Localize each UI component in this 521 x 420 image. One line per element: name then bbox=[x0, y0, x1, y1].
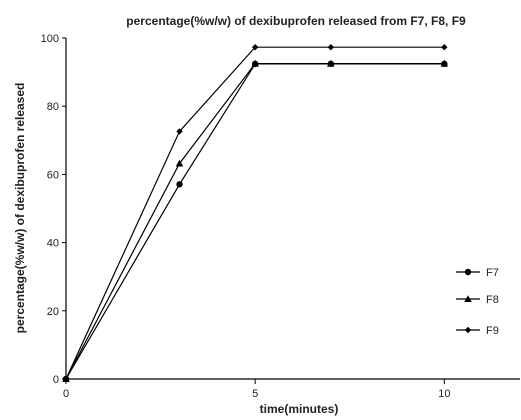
legend-f9-label: F9 bbox=[486, 325, 499, 337]
y-tick-label: 80 bbox=[47, 101, 59, 113]
y-tick-label: 40 bbox=[47, 238, 59, 250]
y-tick-label: 20 bbox=[47, 306, 59, 318]
y-tick-label: 100 bbox=[41, 33, 59, 45]
series-f9-point bbox=[251, 44, 259, 51]
legend-f7-label: F7 bbox=[486, 267, 499, 279]
legend-f9-marker bbox=[464, 326, 472, 334]
chart-title: percentage(%w/w) of dexibuprofen release… bbox=[126, 14, 466, 28]
plot-area: 0 20 40 60 80 100 0 5 10 bbox=[41, 33, 520, 400]
y-tick-label: 0 bbox=[53, 374, 59, 386]
series-f8-point bbox=[440, 59, 449, 67]
x-axis-label: time(minutes) bbox=[260, 402, 339, 416]
series-f9-line bbox=[65, 46, 445, 380]
series-f8-point bbox=[175, 159, 184, 167]
y-axis-label: percentage(%w/w) of dexibuprofen release… bbox=[13, 83, 27, 334]
x-tick-label: 5 bbox=[252, 388, 258, 400]
legend-f8-marker bbox=[464, 295, 472, 303]
series-f8-line bbox=[65, 62, 445, 380]
series-f8-point bbox=[327, 59, 335, 67]
series-f9-point bbox=[327, 44, 335, 51]
x-tick-label: 0 bbox=[63, 388, 69, 400]
legend-f8-label: F8 bbox=[486, 294, 499, 306]
series-f9-point bbox=[176, 128, 183, 135]
x-tick-label: 10 bbox=[438, 388, 450, 400]
y-tick-label: 60 bbox=[47, 169, 59, 181]
series-f7-line bbox=[65, 63, 445, 380]
series-f9-point bbox=[62, 375, 70, 383]
series-f9-point bbox=[441, 44, 448, 51]
legend-f7-marker bbox=[464, 268, 472, 276]
series-f7-point bbox=[176, 181, 183, 188]
series-f8-point bbox=[251, 59, 259, 67]
legend: F7 F8 F9 bbox=[456, 267, 499, 337]
